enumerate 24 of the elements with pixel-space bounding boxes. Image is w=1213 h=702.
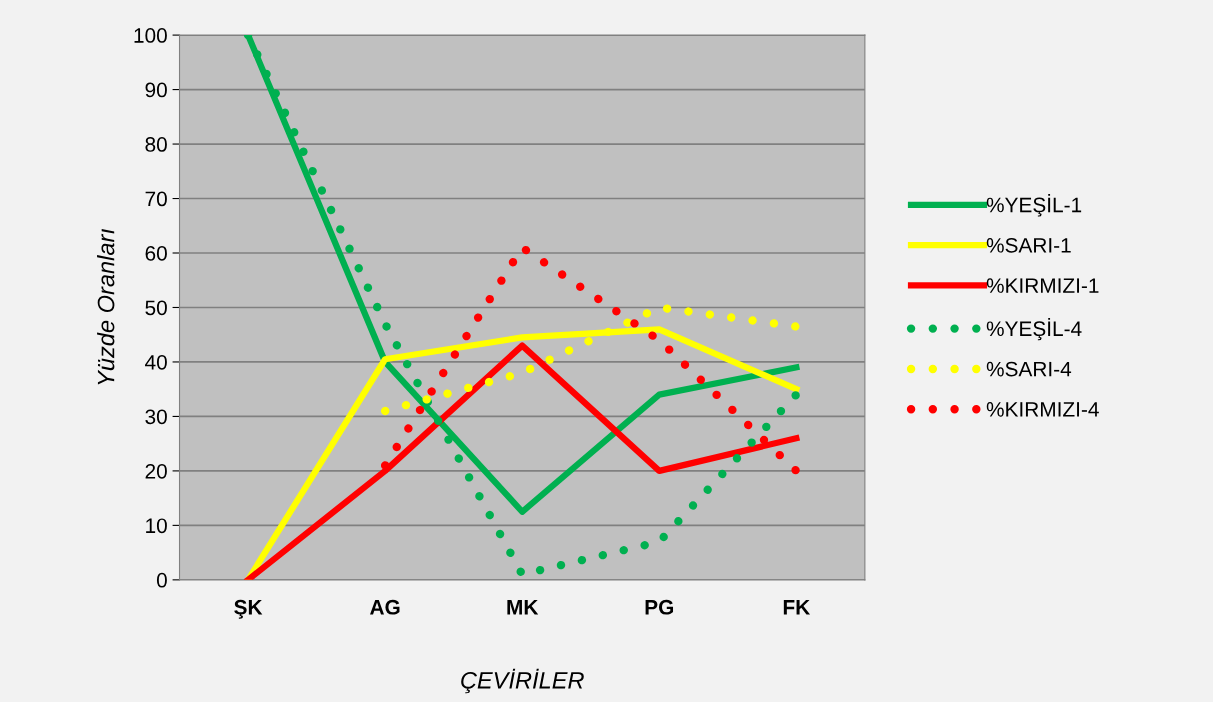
legend-label: %SARI-4: [986, 361, 1072, 377]
x-tick-label: ŞK: [234, 599, 263, 619]
y-tick-label: 80: [145, 137, 167, 152]
x-tick-label: PG: [645, 599, 674, 615]
legend-label: %KIRMIZI-1: [986, 278, 1099, 293]
y-tick-label: 30: [145, 409, 167, 425]
y-tick-label: 10: [146, 518, 167, 534]
legend-label: %YEŞİL-1: [986, 194, 1082, 217]
y-tick-label: 70: [145, 191, 167, 207]
legend-label: %YEŞİL-4: [986, 317, 1082, 341]
y-tick-label: 40: [145, 354, 167, 370]
y-axis-title: Yüzde Oranları: [97, 229, 115, 385]
x-tick-label: AG: [370, 599, 400, 615]
y-tick-label: 50: [145, 300, 167, 316]
y-tick-label: 60: [145, 246, 167, 261]
legend-label: %KIRMIZI-4: [986, 402, 1099, 417]
y-tick-label: 100: [134, 28, 167, 43]
x-axis-title: ÇEVİRİLER: [461, 668, 584, 694]
y-tick-label: 90: [145, 82, 167, 98]
x-tick-label: MK: [507, 600, 539, 615]
y-tick-label: 20: [145, 463, 167, 479]
legend-label: %SARI-1: [986, 237, 1071, 253]
x-tick-label: FK: [783, 600, 811, 615]
y-tick-label: 0: [156, 572, 167, 588]
